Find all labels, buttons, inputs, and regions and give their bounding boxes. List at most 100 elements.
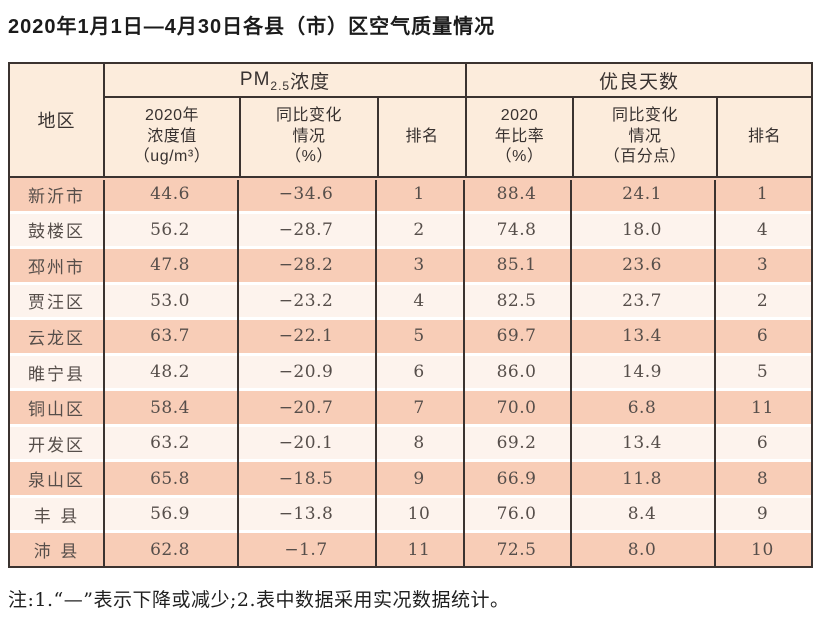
cell-pm-value: 56.9 [150,504,190,525]
cell-pm-rank: 4 [413,290,425,311]
cell-pm-change: −18.5 [278,468,334,489]
cell-pm-value: 63.7 [150,326,190,347]
cell-good-ratio: 72.5 [496,539,537,560]
pm25-prefix: PM [239,69,271,90]
table-row: 泉山区 65.8 −18.5 9 66.9 11.8 8 [10,462,811,495]
cell-good-ratio: 69.7 [496,326,537,347]
cell-region: 邳州市 [28,257,85,278]
cell-good-change: 13.4 [622,326,662,347]
cell-pm-change: −34.6 [278,184,334,205]
cell-pm-rank: 5 [413,326,425,347]
column-divider [714,180,716,566]
cell-good-ratio: 82.5 [496,290,537,311]
cell-good-ratio: 74.8 [496,219,537,240]
cell-region: 泉山区 [28,471,85,492]
cell-pm-change: −22.1 [278,326,334,347]
cell-good-ratio: 88.4 [496,184,537,205]
cell-pm-rank: 8 [413,433,425,454]
cell-region: 新沂市 [28,186,85,207]
cell-good-rank: 10 [751,539,774,560]
cell-good-change: 8.4 [627,504,657,525]
cell-pm-rank: 7 [413,397,425,418]
cell-good-change: 13.4 [622,433,662,454]
cell-pm-rank: 11 [407,539,431,560]
table-row: 沛 县 62.8 −1.7 11 72.5 8.0 10 [10,533,811,567]
cell-pm-value: 58.4 [150,397,190,418]
cell-region: 丰 县 [33,506,80,527]
cell-region: 鼓楼区 [28,222,85,243]
cell-pm-value: 53.0 [150,290,190,311]
cell-pm-value: 44.6 [150,184,190,205]
cell-good-rank: 11 [751,397,774,418]
table-row: 云龙区 63.7 −22.1 5 69.7 13.4 6 [10,320,811,353]
table-body: 新沂市 44.6 −34.6 1 88.4 24.1 1 鼓楼区 56.2 −2… [10,178,811,567]
table-row: 贾汪区 53.0 −23.2 4 82.5 23.7 2 [10,284,811,318]
header-pm-value: 2020年 浓度值 （ug/m³） [133,106,211,166]
cell-pm-change: −13.8 [278,504,334,525]
cell-good-change: 14.9 [622,362,662,382]
cell-region: 睢宁县 [28,364,85,385]
table-row: 丰 县 56.9 −13.8 10 76.0 8.4 9 [10,497,811,531]
cell-good-rank: 4 [756,219,769,240]
cell-good-rank: 5 [756,362,769,382]
header-pm-change: 同比变化 情况 （%） [239,98,377,176]
cell-region: 沛 县 [33,542,80,563]
table-row: 开发区 63.2 −20.1 8 69.2 13.4 6 [10,426,811,460]
cell-pm-rank: 6 [413,362,425,382]
cell-good-rank: 3 [756,255,769,276]
cell-good-change: 18.0 [622,219,662,240]
cell-pm-value: 63.2 [150,433,190,454]
cell-pm-change: −28.2 [278,255,334,276]
footnote: 注:1.“—”表示下降或减少;2.表中数据采用实况数据统计。 [8,589,510,611]
cell-region: 贾汪区 [28,293,85,314]
header-group-row: PM 2.5 浓度 优良天数 [105,64,811,98]
cell-pm-change: −20.9 [278,362,334,382]
cell-pm-value: 62.8 [150,539,190,560]
table-row: 鼓楼区 56.2 −28.7 2 74.8 18.0 4 [10,213,811,247]
header-pm25-group: PM 2.5 浓度 [105,64,465,96]
cell-pm-value: 47.8 [150,255,190,276]
pm25-subscript: 2.5 [270,79,291,93]
column-divider [237,180,239,566]
table-header: 地区 PM 2.5 浓度 优良天数 2020年 浓度值 （ug/m³） 同比变化 … [10,64,811,178]
cell-region: 铜山区 [28,400,85,421]
cell-region: 开发区 [28,435,85,456]
cell-good-rank: 9 [756,504,769,525]
table-row: 邳州市 47.8 −28.2 3 85.1 23.6 3 [10,249,811,282]
cell-pm-value: 48.2 [150,362,190,382]
column-divider [463,180,465,566]
cell-pm-rank: 10 [407,504,431,525]
header-good-change: 同比变化 情况 （百分点） [572,98,716,176]
cell-pm-change: −20.7 [278,397,334,418]
header-pm-rank: 排名 [377,98,465,176]
cell-good-rank: 1 [756,184,769,205]
cell-pm-rank: 9 [413,468,425,489]
column-divider [103,180,105,566]
cell-good-rank: 2 [756,290,769,311]
cell-good-change: 6.8 [627,397,657,418]
cell-good-change: 24.1 [622,184,662,205]
pm25-suffix: 浓度 [290,71,331,93]
cell-pm-value: 56.2 [150,219,190,240]
cell-good-rank: 6 [756,433,769,454]
cell-good-ratio: 70.0 [496,397,537,418]
cell-pm-value: 65.8 [150,468,190,489]
cell-pm-rank: 1 [413,184,425,205]
header-right-block: PM 2.5 浓度 优良天数 2020年 浓度值 （ug/m³） 同比变化 情况 … [103,64,811,176]
air-quality-table: 地区 PM 2.5 浓度 优良天数 2020年 浓度值 （ug/m³） 同比变化 … [8,62,813,568]
cell-pm-change: −28.7 [278,219,334,240]
cell-good-change: 23.6 [622,255,662,276]
page-title: 2020年1月1日—4月30日各县（市）区空气质量情况 [8,16,496,38]
header-good-days-group: 优良天数 [465,64,811,96]
header-good-rank: 排名 [716,98,811,176]
table-row: 铜山区 58.4 −20.7 7 70.0 6.8 11 [10,391,811,424]
cell-good-ratio: 86.0 [496,362,537,382]
cell-good-ratio: 85.1 [496,255,537,276]
header-sub-row: 2020年 浓度值 （ug/m³） 同比变化 情况 （%） 排名 2020 年比… [105,98,811,176]
cell-good-ratio: 69.2 [496,433,537,454]
cell-pm-change: −20.1 [278,433,334,454]
column-divider [570,180,572,566]
table-row: 睢宁县 48.2 −20.9 6 86.0 14.9 5 [10,355,811,389]
cell-pm-rank: 3 [413,255,425,276]
